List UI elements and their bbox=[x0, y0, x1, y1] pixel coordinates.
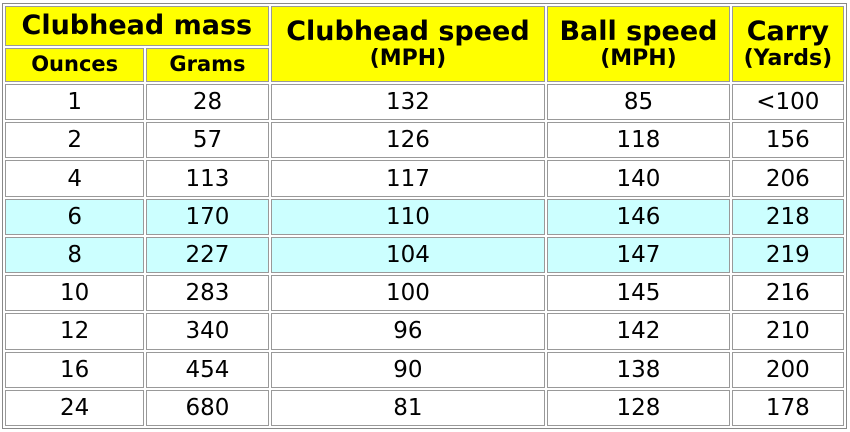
table-cell: 340 bbox=[146, 313, 269, 350]
table-cell: 2 bbox=[5, 122, 145, 159]
table-cell: 12 bbox=[5, 313, 145, 350]
table-cell: 110 bbox=[270, 198, 546, 235]
table-cell: 117 bbox=[270, 160, 546, 197]
header-title: Ball speed bbox=[559, 16, 718, 48]
column-header: Clubhead speed (MPH) bbox=[270, 6, 546, 82]
table-cell: 85 bbox=[547, 84, 730, 121]
table-cell: 227 bbox=[146, 236, 269, 274]
column-header: Ball speed (MPH) bbox=[547, 6, 730, 82]
subcolumn-header: Ounces bbox=[5, 48, 145, 82]
table-cell: 145 bbox=[547, 275, 730, 312]
table-cell: 146 bbox=[547, 198, 730, 235]
table-cell: 113 bbox=[146, 160, 269, 197]
table-cell: 104 bbox=[270, 236, 546, 274]
table-cell: 24 bbox=[5, 389, 145, 426]
table-cell: 96 bbox=[270, 313, 546, 350]
header-title: Carry bbox=[746, 16, 829, 48]
table-cell: 10 bbox=[5, 275, 145, 312]
table-cell: 138 bbox=[547, 351, 730, 388]
table-row: 1 28 132 85 <100 bbox=[5, 84, 844, 121]
table-cell: 142 bbox=[547, 313, 730, 350]
table-cell: 219 bbox=[731, 236, 844, 274]
table-cell: 140 bbox=[547, 160, 730, 197]
table-cell: 126 bbox=[270, 122, 546, 159]
table-cell: 206 bbox=[731, 160, 844, 197]
table-row: 6 170 110 146 218 bbox=[5, 198, 844, 235]
table-cell: 216 bbox=[731, 275, 844, 312]
table-cell: <100 bbox=[731, 84, 844, 121]
table-cell: 218 bbox=[731, 198, 844, 235]
table-row: 10 283 100 145 216 bbox=[5, 275, 844, 312]
table-row: 2 57 126 118 156 bbox=[5, 122, 844, 159]
table-row: 8 227 104 147 219 bbox=[5, 236, 844, 274]
table-cell: 147 bbox=[547, 236, 730, 274]
subcolumn-header: Grams bbox=[146, 48, 269, 82]
table-cell: 90 bbox=[270, 351, 546, 388]
table-row: 16 454 90 138 200 bbox=[5, 351, 844, 388]
table-cell: 210 bbox=[731, 313, 844, 350]
table-cell: 6 bbox=[5, 198, 145, 235]
table-cell: 118 bbox=[547, 122, 730, 159]
table-cell: 100 bbox=[270, 275, 546, 312]
group-header: Clubhead mass bbox=[5, 6, 269, 46]
column-header: Carry (Yards) bbox=[731, 6, 844, 82]
table-cell: 28 bbox=[146, 84, 269, 121]
table-cell: 454 bbox=[146, 351, 269, 388]
header-unit: (MPH) bbox=[600, 45, 677, 71]
table-row: 24 680 81 128 178 bbox=[5, 389, 844, 426]
table-cell: 16 bbox=[5, 351, 145, 388]
table-cell: 128 bbox=[547, 389, 730, 426]
table-cell: 156 bbox=[731, 122, 844, 159]
table-cell: 680 bbox=[146, 389, 269, 426]
data-table: Clubhead mass Clubhead speed (MPH) Ball s… bbox=[2, 3, 847, 429]
table-row: 12 340 96 142 210 bbox=[5, 313, 844, 350]
table-cell: 170 bbox=[146, 198, 269, 235]
table-cell: 283 bbox=[146, 275, 269, 312]
table-row: 4 113 117 140 206 bbox=[5, 160, 844, 197]
table-cell: 132 bbox=[270, 84, 546, 121]
table-body: 1 28 132 85 <100 2 57 126 118 156 4 113 117 140 206 6 17… bbox=[5, 84, 844, 426]
table-cell: 81 bbox=[270, 389, 546, 426]
header-unit: (Yards) bbox=[743, 45, 833, 71]
table-cell: 57 bbox=[146, 122, 269, 159]
table-cell: 8 bbox=[5, 236, 145, 274]
table-cell: 4 bbox=[5, 160, 145, 197]
header-unit: (MPH) bbox=[369, 45, 447, 71]
table-cell: 1 bbox=[5, 84, 145, 121]
table-cell: 200 bbox=[731, 351, 844, 388]
header-title: Clubhead speed bbox=[286, 16, 530, 48]
table-cell: 178 bbox=[731, 389, 844, 426]
